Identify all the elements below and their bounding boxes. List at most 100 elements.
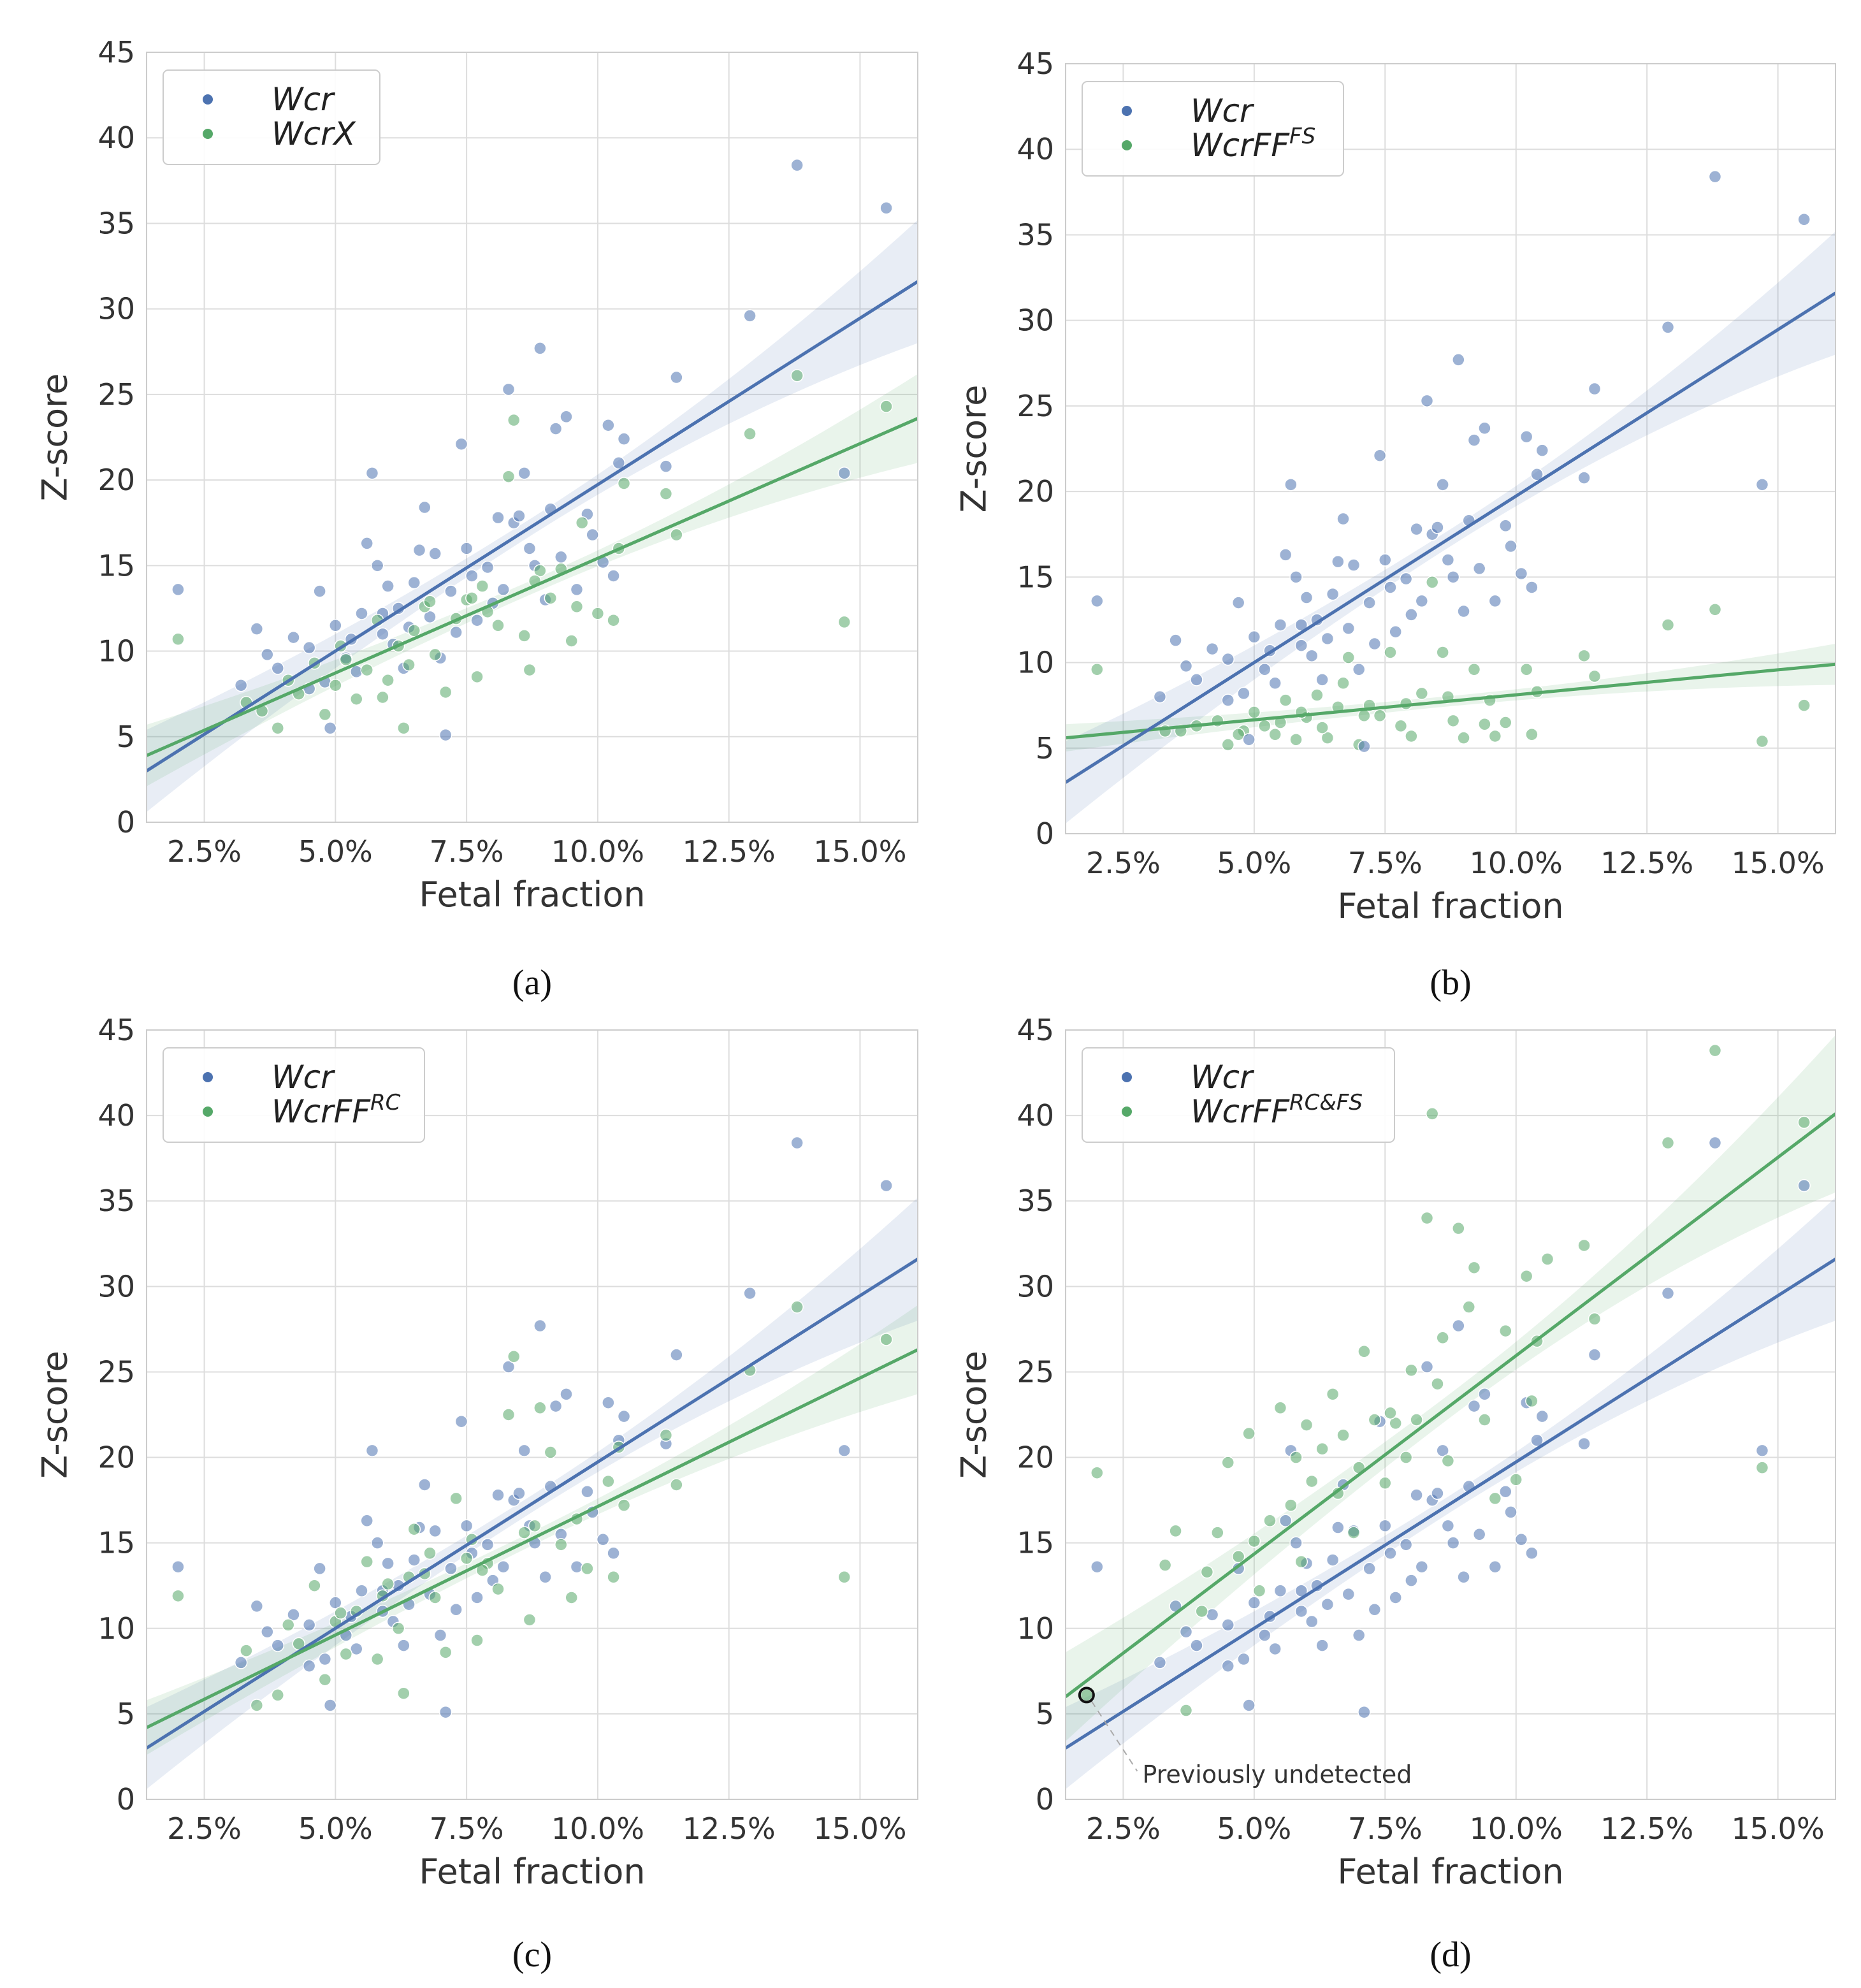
data-point [1179, 659, 1193, 673]
legend-superscript: RC&FS [1289, 1090, 1363, 1115]
panel-caption: (b) [1430, 963, 1471, 1003]
data-point [1452, 1221, 1465, 1235]
data-point [376, 627, 389, 641]
legend-box [1082, 1047, 1395, 1143]
data-point [370, 1536, 384, 1549]
data-point [250, 622, 264, 635]
data-point [234, 678, 248, 692]
data-point [271, 1688, 285, 1702]
data-point [1535, 444, 1549, 457]
data-point [880, 1333, 893, 1346]
legend-superscript: RC [370, 1090, 401, 1115]
data-point [1488, 729, 1502, 743]
y-tick-label: 35 [1017, 217, 1054, 252]
data-point [240, 1644, 253, 1657]
data-point [460, 542, 474, 555]
data-point [1525, 1546, 1539, 1560]
data-point [449, 1491, 463, 1506]
data-point [1588, 669, 1602, 683]
data-point [470, 613, 484, 627]
x-tick-label: 7.5% [1348, 1811, 1423, 1846]
data-point [1221, 738, 1235, 751]
data-point [323, 1699, 337, 1712]
data-point [438, 728, 453, 742]
data-point [496, 1560, 510, 1574]
data-point [1452, 1319, 1465, 1333]
data-point [502, 1360, 516, 1374]
data-point [1540, 1252, 1554, 1266]
x-tick-label: 12.5% [683, 1811, 776, 1846]
data-point [502, 1408, 516, 1421]
data-point [261, 1625, 274, 1639]
data-point [1472, 1528, 1486, 1541]
data-point [1514, 1533, 1528, 1546]
data-point [1289, 733, 1303, 746]
data-point [880, 400, 893, 413]
axis-ticks: 0 5 10 15 20 25 30 35 40 45 2.5% 5.0% 7.5% 10.0% 12.5%… [1017, 1013, 1824, 1846]
data-point [350, 1642, 363, 1656]
data-point [287, 1608, 300, 1622]
data-point [1090, 594, 1104, 608]
data-point [444, 1562, 458, 1576]
data-point [1221, 693, 1235, 707]
data-point [1519, 1269, 1533, 1283]
data-point [318, 707, 332, 722]
data-point [1755, 478, 1769, 491]
data-point [507, 1350, 521, 1363]
data-point [1090, 1466, 1104, 1479]
data-point [612, 456, 626, 470]
y-tick-label: 0 [117, 805, 135, 839]
data-point [1237, 1652, 1250, 1666]
fit-line-wcrff [147, 1348, 918, 1729]
data-point [1525, 1394, 1539, 1408]
data-point [1368, 1413, 1382, 1426]
data-point [544, 591, 558, 605]
y-tick-label: 45 [1017, 1013, 1054, 1047]
x-tick-label: 2.5% [1086, 1811, 1161, 1846]
data-point [1441, 1454, 1455, 1468]
data-point [438, 1705, 453, 1719]
data-point [1247, 706, 1261, 719]
data-point [313, 1562, 326, 1576]
data-point [261, 648, 274, 662]
panel-d: 0 5 10 15 20 25 30 35 40 45 2.5% 5.0% 7.5% 10.0% 12.5%… [954, 1013, 1836, 1975]
legend-marker [203, 1106, 213, 1117]
data-point [790, 1136, 804, 1150]
fit-line-wcr [147, 1258, 918, 1750]
data-point [475, 579, 489, 593]
x-tick-label: 5.0% [298, 834, 373, 869]
data-point [1278, 1514, 1293, 1528]
data-point [1708, 170, 1722, 184]
data-point [1661, 618, 1675, 632]
data-point [1273, 1401, 1287, 1415]
data-point [1514, 567, 1528, 581]
data-point [1379, 1519, 1392, 1533]
data-point [465, 591, 479, 605]
y-tick-label: 5 [1036, 1697, 1054, 1731]
data-point [617, 1498, 631, 1512]
data-point [423, 595, 437, 608]
data-point [565, 634, 578, 648]
data-point [1247, 630, 1261, 644]
data-point [438, 1646, 453, 1659]
y-tick-label: 0 [117, 1782, 135, 1817]
data-point [360, 1514, 373, 1528]
legend-marker [1122, 140, 1132, 150]
data-point [1467, 663, 1481, 676]
data-point [586, 528, 599, 542]
data-point [1661, 1136, 1675, 1150]
data-point [360, 537, 373, 550]
data-point [460, 1519, 474, 1533]
data-point [1326, 587, 1340, 601]
data-point [1405, 729, 1418, 743]
data-point [670, 1478, 683, 1491]
data-point [1509, 1473, 1523, 1486]
fit-line-wcrff [1066, 662, 1836, 740]
data-point [837, 615, 851, 629]
y-tick-label: 25 [98, 377, 135, 412]
data-point [523, 542, 537, 555]
data-point [670, 1348, 683, 1361]
legend-box [163, 69, 380, 165]
y-tick-label: 10 [1017, 1611, 1054, 1646]
data-point [1268, 1642, 1282, 1656]
